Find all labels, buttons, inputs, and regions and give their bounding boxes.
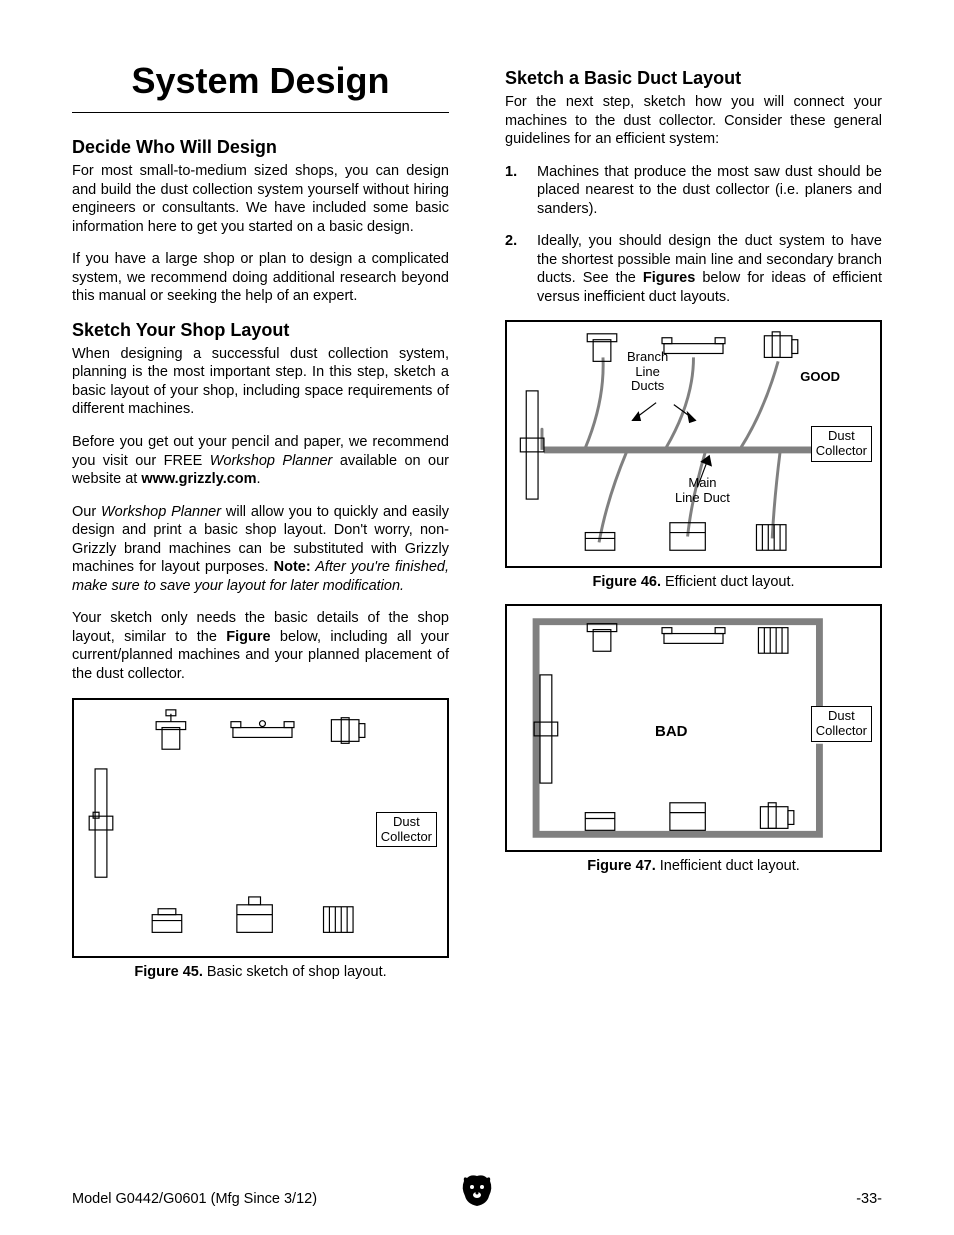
text: Dust Collector — [816, 428, 867, 458]
text: Basic sketch of shop layout. — [203, 964, 387, 980]
text: Ideally, you should design the duct syst… — [537, 232, 882, 306]
figure-caption: Figure 45. Basic sketch of shop layout. — [72, 964, 449, 980]
list-number: 2. — [505, 232, 523, 306]
label-good: GOOD — [800, 370, 840, 384]
label-bad: BAD — [655, 724, 688, 741]
list-item: 1. Machines that produce the most saw du… — [505, 163, 882, 219]
paragraph: Before you get out your pencil and paper… — [72, 433, 449, 489]
text-bold: Figure 46. — [592, 574, 661, 590]
text-italic: Workshop Planner — [210, 453, 333, 469]
paragraph: Your sketch only needs the basic details… — [72, 609, 449, 683]
footer-model: Model G0442/G0601 (Mfg Since 3/12) — [72, 1191, 317, 1207]
bear-logo-icon — [461, 1174, 493, 1213]
text-bold: www.grizzly.com — [141, 471, 256, 487]
text: Dust Collector — [381, 814, 432, 844]
text: Main Line Duct — [675, 475, 730, 504]
text: Our — [72, 504, 101, 520]
paragraph: For the next step, sketch how you will c… — [505, 93, 882, 149]
text: Dust Collector — [816, 708, 867, 738]
guidelines-list: 1. Machines that produce the most saw du… — [505, 163, 882, 307]
label-dust-collector: Dust Collector — [376, 812, 437, 848]
section-heading: Sketch a Basic Duct Layout — [505, 68, 882, 89]
text: Inefficient duct layout. — [656, 858, 800, 874]
figure-caption: Figure 47. Inefficient duct layout. — [505, 858, 882, 874]
figure-47: BAD Dust Collector — [505, 604, 882, 852]
text: Branch Line Ducts — [627, 349, 668, 393]
paragraph: For most small-to-medium sized shops, yo… — [72, 162, 449, 236]
text-italic: Workshop Planner — [101, 504, 221, 520]
footer-page-number: -33- — [856, 1191, 882, 1207]
text: Machines that produce the most saw dust … — [537, 163, 882, 219]
text-bold: Note: — [274, 559, 311, 575]
section-heading: Sketch Your Shop Layout — [72, 320, 449, 341]
list-item: 2. Ideally, you should design the duct s… — [505, 232, 882, 306]
paragraph: When designing a successful dust collect… — [72, 345, 449, 419]
section-heading: Decide Who Will Design — [72, 137, 449, 158]
figure-45: Dust Collector — [72, 698, 449, 958]
label-main-line-duct: Main Line Duct — [675, 476, 730, 505]
figure-46: Branch Line Ducts GOOD Main Line Duct Du… — [505, 320, 882, 568]
label-dust-collector: Dust Collector — [811, 426, 872, 462]
paragraph: Our Workshop Planner will allow you to q… — [72, 503, 449, 596]
page-title: System Design — [72, 60, 449, 113]
text-bold: Figure 47. — [587, 858, 656, 874]
left-column: System Design Decide Who Will Design For… — [72, 60, 449, 994]
text-bold: Figure 45. — [134, 964, 203, 980]
text: Efficient duct layout. — [661, 574, 795, 590]
text-bold: Figure — [226, 629, 270, 645]
paragraph: If you have a large shop or plan to desi… — [72, 250, 449, 306]
list-number: 1. — [505, 163, 523, 219]
text-bold: Figures — [643, 270, 695, 286]
figure-caption: Figure 46. Efficient duct layout. — [505, 574, 882, 590]
right-column: Sketch a Basic Duct Layout For the next … — [505, 60, 882, 994]
label-dust-collector: Dust Collector — [811, 706, 872, 742]
label-branch-line-ducts: Branch Line Ducts — [627, 350, 668, 393]
text: . — [257, 471, 261, 487]
